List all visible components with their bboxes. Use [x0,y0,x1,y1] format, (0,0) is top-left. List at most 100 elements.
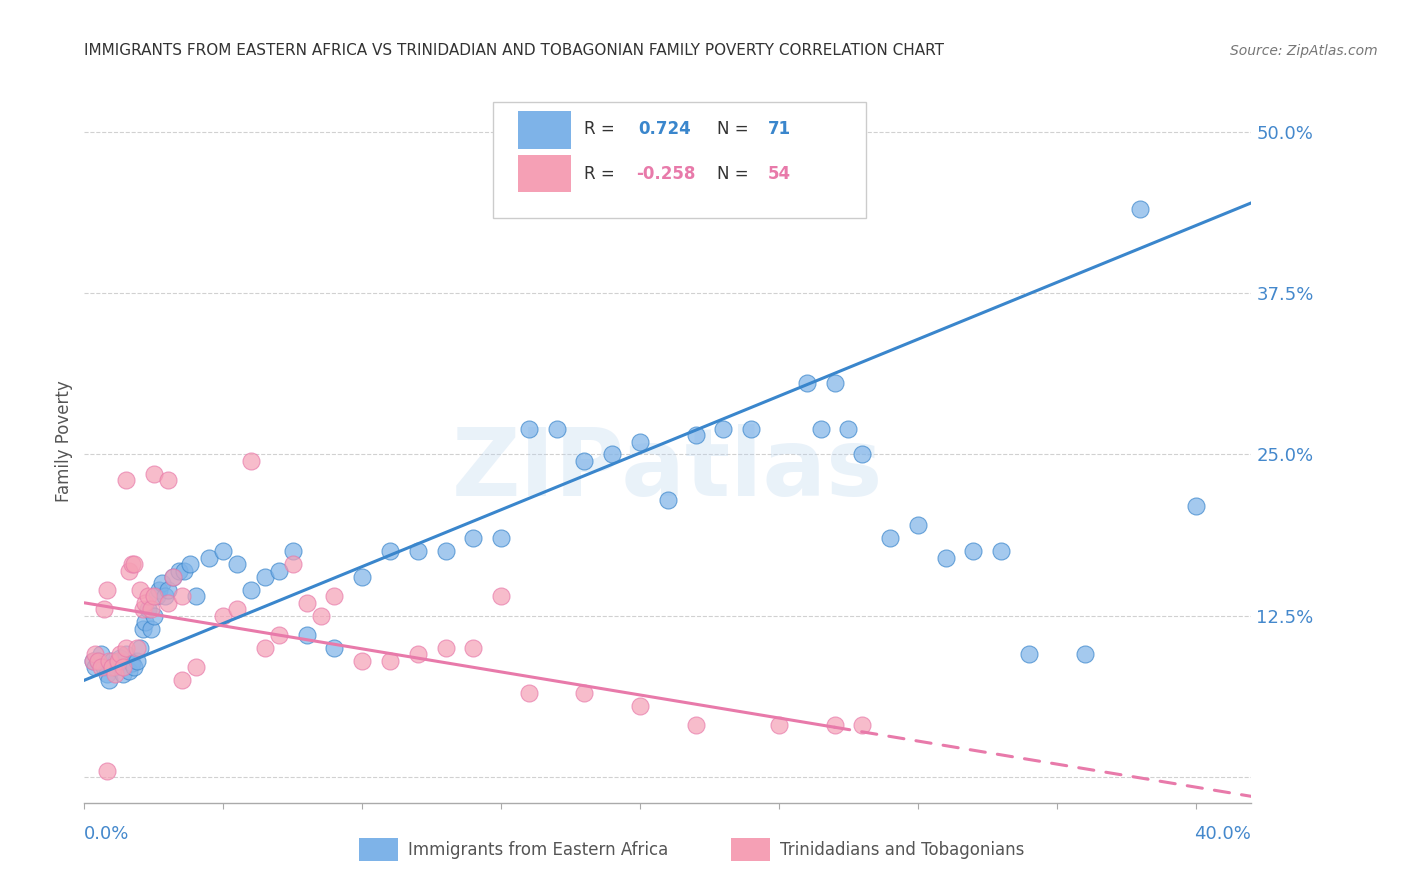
Point [352,654,374,668]
Point [907,518,929,533]
Point [121,557,143,571]
Point [281,557,304,571]
Y-axis label: Family Poverty: Family Poverty [55,381,73,502]
Point [124,660,146,674]
Point [93,660,115,674]
Point [463,640,485,655]
Point [170,673,193,688]
Point [121,657,143,671]
Point [378,544,401,558]
Point [173,564,195,578]
Point [101,660,124,674]
Point [156,582,179,597]
Point [574,454,596,468]
Point [628,699,651,714]
Point [129,640,152,655]
Point [184,660,207,674]
Point [134,596,156,610]
Point [810,422,832,436]
Point [600,447,623,461]
Point [87,654,110,668]
Point [198,550,221,565]
Point [98,673,121,688]
Point [170,590,193,604]
Point [267,564,290,578]
Point [281,544,304,558]
Point [352,570,374,584]
Point [240,582,263,597]
Point [90,648,112,662]
Point [212,544,235,558]
Point [142,590,165,604]
Point [935,550,957,565]
Text: 40.0%: 40.0% [1195,825,1251,843]
Point [112,666,135,681]
Point [118,664,141,678]
Point [212,608,235,623]
Point [628,434,651,449]
Point [107,657,129,671]
Point [226,602,249,616]
Point [796,376,818,391]
Point [110,648,132,662]
Point [309,608,332,623]
Point [740,422,762,436]
Point [96,764,118,778]
Point [1184,499,1206,513]
Point [90,660,112,674]
Text: N =: N = [717,120,754,138]
Point [84,648,107,662]
Point [93,602,115,616]
Point [115,648,138,662]
Text: Source: ZipAtlas.com: Source: ZipAtlas.com [1230,44,1378,58]
Point [962,544,984,558]
Point [837,422,859,436]
Point [879,531,901,545]
Point [115,473,138,487]
Point [162,570,184,584]
Text: 0.0%: 0.0% [84,825,129,843]
Point [685,428,707,442]
Point [226,557,249,571]
Point [132,602,155,616]
Point [574,686,596,700]
Point [489,590,512,604]
Point [463,531,485,545]
Point [184,590,207,604]
FancyBboxPatch shape [494,102,866,218]
Point [156,473,179,487]
Point [824,376,846,391]
Point [179,557,201,571]
Point [136,602,159,616]
Point [101,654,124,668]
Point [139,602,162,616]
Text: 54: 54 [768,165,792,183]
Point [323,640,346,655]
Point [129,582,152,597]
Point [136,590,159,604]
Point [434,544,457,558]
Point [378,654,401,668]
Point [153,590,176,604]
Point [546,422,568,436]
Point [156,596,179,610]
Point [240,454,263,468]
Point [267,628,290,642]
Text: Immigrants from Eastern Africa: Immigrants from Eastern Africa [408,841,668,859]
Point [253,640,276,655]
Point [98,654,121,668]
Point [96,582,118,597]
Point [295,596,318,610]
Point [148,582,170,597]
Point [150,576,173,591]
Point [990,544,1012,558]
Point [139,622,162,636]
Point [110,651,132,665]
Point [323,590,346,604]
Point [824,718,846,732]
Point [295,628,318,642]
Point [142,467,165,481]
Point [145,590,167,604]
Point [517,686,540,700]
Point [134,615,156,630]
